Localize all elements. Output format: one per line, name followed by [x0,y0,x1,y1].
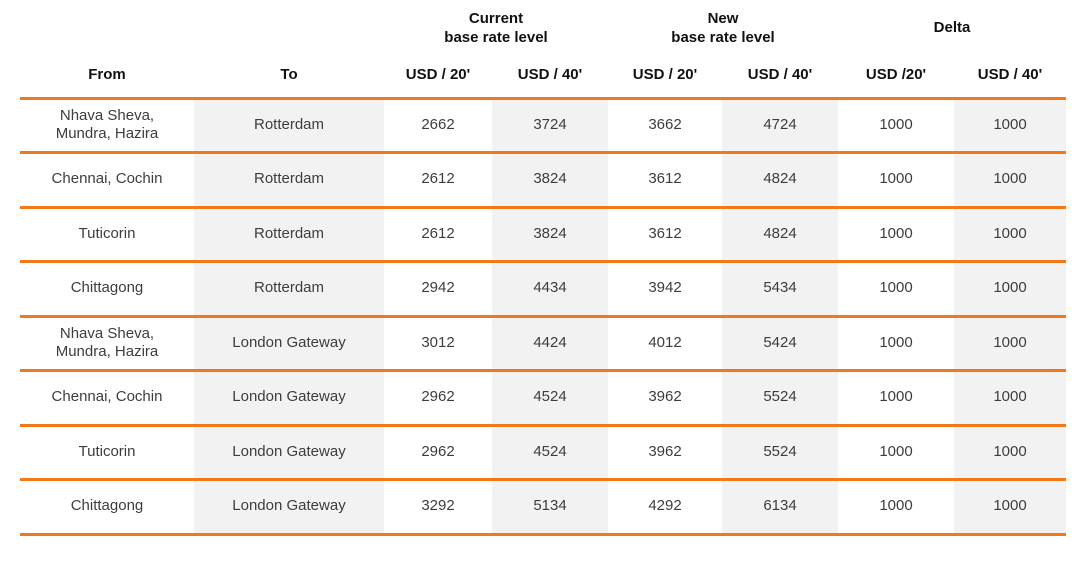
cell-new-usd20: 3962 [608,370,722,425]
cell-current-usd40: 3824 [492,207,608,262]
cell-to: Rotterdam [194,152,384,207]
cell-delta-usd20: 1000 [838,98,954,153]
cell-delta-usd20: 1000 [838,316,954,371]
cell-new-usd40: 4724 [722,98,838,153]
cell-to: London Gateway [194,370,384,425]
rate-table-body: Nhava Sheva, Mundra, Hazira Rotterdam 2662… [20,98,1066,534]
cell-delta-usd40: 1000 [954,152,1066,207]
table-row: Chennai, Cochin London Gateway 2962 4524 396… [20,370,1066,425]
cell-current-usd20: 2662 [384,98,492,153]
cell-current-usd20: 2962 [384,370,492,425]
table-row: Nhava Sheva, Mundra, Hazira London Gatewa… [20,316,1066,371]
column-header-delta-usd40: USD / 40' [954,52,1066,98]
cell-delta-usd40: 1000 [954,98,1066,153]
cell-current-usd20: 2612 [384,152,492,207]
cell-current-usd40: 4434 [492,261,608,316]
group-header-current-base-rate: Current base rate level [384,0,608,52]
cell-new-usd40: 5424 [722,316,838,371]
cell-current-usd20: 3012 [384,316,492,371]
cell-from: Nhava Sheva, Mundra, Hazira [20,316,194,371]
group-header-new-base-rate: New base rate level [608,0,838,52]
column-header-new-usd40: USD / 40' [722,52,838,98]
cell-new-usd40: 5524 [722,370,838,425]
cell-new-usd20: 4292 [608,479,722,534]
cell-delta-usd40: 1000 [954,207,1066,262]
cell-current-usd40: 4524 [492,370,608,425]
cell-from: Tuticorin [20,207,194,262]
table-row: Chittagong Rotterdam 2942 4434 3942 5434 1000 1… [20,261,1066,316]
cell-to: London Gateway [194,316,384,371]
cell-new-usd40: 5524 [722,425,838,480]
cell-delta-usd40: 1000 [954,316,1066,371]
cell-delta-usd20: 1000 [838,370,954,425]
cell-delta-usd20: 1000 [838,261,954,316]
cell-new-usd40: 5434 [722,261,838,316]
cell-current-usd20: 2612 [384,207,492,262]
cell-current-usd20: 3292 [384,479,492,534]
cell-from: Tuticorin [20,425,194,480]
cell-delta-usd40: 1000 [954,261,1066,316]
cell-to: Rotterdam [194,261,384,316]
cell-new-usd20: 3612 [608,152,722,207]
table-row: Tuticorin London Gateway 2962 4524 3962 5524 1… [20,425,1066,480]
cell-current-usd40: 4524 [492,425,608,480]
cell-delta-usd40: 1000 [954,425,1066,480]
cell-new-usd20: 3942 [608,261,722,316]
cell-to: Rotterdam [194,98,384,153]
cell-from: Nhava Sheva, Mundra, Hazira [20,98,194,153]
column-header-row: From To USD / 20' USD / 40' USD / 20' US… [20,52,1066,98]
cell-delta-usd20: 1000 [838,152,954,207]
cell-to: Rotterdam [194,207,384,262]
column-header-current-usd40: USD / 40' [492,52,608,98]
cell-to: London Gateway [194,425,384,480]
cell-delta-usd20: 1000 [838,425,954,480]
cell-new-usd40: 6134 [722,479,838,534]
cell-from: Chennai, Cochin [20,370,194,425]
column-header-to: To [194,52,384,98]
table-row: Nhava Sheva, Mundra, Hazira Rotterdam 2662… [20,98,1066,153]
cell-delta-usd40: 1000 [954,370,1066,425]
cell-new-usd20: 4012 [608,316,722,371]
column-header-new-usd20: USD / 20' [608,52,722,98]
cell-to: London Gateway [194,479,384,534]
column-header-current-usd20: USD / 20' [384,52,492,98]
cell-delta-usd40: 1000 [954,479,1066,534]
cell-current-usd40: 4424 [492,316,608,371]
column-header-from: From [20,52,194,98]
group-header-row: Current base rate level New base rate le… [20,0,1066,52]
cell-delta-usd20: 1000 [838,207,954,262]
cell-current-usd40: 5134 [492,479,608,534]
column-header-delta-usd20: USD /20' [838,52,954,98]
cell-new-usd40: 4824 [722,207,838,262]
cell-new-usd20: 3612 [608,207,722,262]
table-row: Chennai, Cochin Rotterdam 2612 3824 3612 4824… [20,152,1066,207]
rate-table: Current base rate level New base rate le… [20,0,1066,536]
cell-new-usd40: 4824 [722,152,838,207]
cell-current-usd40: 3724 [492,98,608,153]
cell-new-usd20: 3962 [608,425,722,480]
cell-from: Chittagong [20,261,194,316]
cell-from: Chennai, Cochin [20,152,194,207]
group-header-empty [20,0,384,52]
group-header-delta: Delta [838,0,1066,52]
table-row: Tuticorin Rotterdam 2612 3824 3612 4824 1000 10… [20,207,1066,262]
cell-current-usd20: 2942 [384,261,492,316]
table-row: Chittagong London Gateway 3292 5134 4292 6134… [20,479,1066,534]
cell-from: Chittagong [20,479,194,534]
cell-current-usd40: 3824 [492,152,608,207]
cell-new-usd20: 3662 [608,98,722,153]
cell-delta-usd20: 1000 [838,479,954,534]
cell-current-usd20: 2962 [384,425,492,480]
